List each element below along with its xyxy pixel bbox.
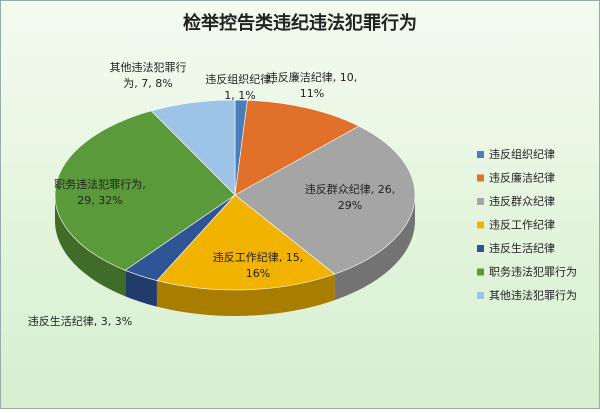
slice — [234, 99, 360, 196]
slice — [54, 110, 236, 271]
legend-label: 违反群众纪律 — [489, 194, 555, 208]
legend-label: 违反组织纪律 — [489, 147, 555, 161]
legend-label: 违反廉洁纪律 — [489, 171, 555, 185]
slice-side — [334, 195, 415, 301]
data-label: 1, 1% — [224, 89, 255, 102]
slice — [234, 125, 416, 275]
data-label: 违反工作纪律, 15, — [213, 251, 304, 264]
legend-swatch — [477, 245, 484, 252]
data-label: 其他违法犯罪行 — [110, 60, 187, 74]
data-label: 违反廉洁纪律, 10, — [267, 70, 358, 84]
data-label: 违反群众纪律, 26, — [305, 182, 396, 196]
data-label: 违反生活纪律, 3, 3% — [28, 314, 132, 328]
slice — [156, 194, 336, 291]
legend-swatch — [477, 198, 484, 205]
legend-swatch — [477, 268, 484, 276]
legend-label: 职务违法犯罪行为 — [489, 265, 577, 279]
legend-label: 违反工作纪律 — [489, 219, 555, 232]
data-label: 16% — [246, 267, 270, 280]
legend-swatch — [477, 221, 484, 229]
slice-side — [125, 270, 157, 307]
data-label: 29% — [338, 199, 362, 212]
data-label: 11% — [300, 87, 324, 100]
data-label: 29, 32% — [77, 194, 122, 207]
slice — [150, 99, 236, 196]
legend-label: 违反生活纪律 — [489, 241, 555, 255]
data-label: 违反组织纪律, — [205, 72, 275, 86]
data-label: 为, 7, 8% — [123, 77, 172, 90]
legend-swatch — [477, 151, 484, 158]
data-label: 职务违法犯罪行为, — [54, 177, 146, 191]
slice-side — [156, 274, 335, 316]
slice-side — [55, 195, 126, 297]
chart-title: 检举控告类违纪违法犯罪行为 — [183, 12, 417, 34]
legend-swatch — [477, 292, 484, 299]
legend-label: 其他违法犯罪行为 — [489, 288, 577, 302]
legend-swatch — [477, 174, 484, 182]
